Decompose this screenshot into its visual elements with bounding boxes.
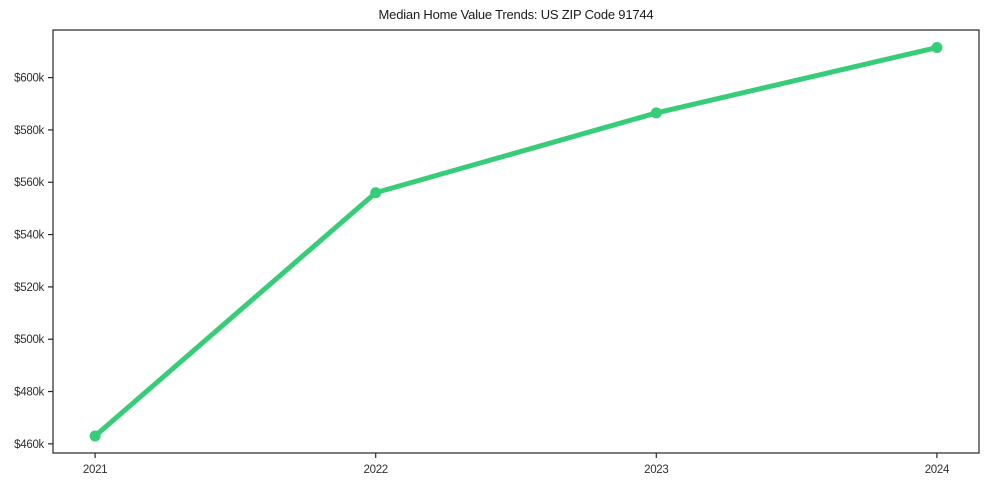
y-axis-tick-label: $520k <box>14 282 44 294</box>
data-point-2023 <box>650 107 662 119</box>
y-axis-tick-label: $500k <box>14 334 44 346</box>
data-point-2024 <box>931 42 943 54</box>
y-axis-tick-label: $580k <box>14 125 44 137</box>
trend-line <box>92 45 940 439</box>
x-axis-tick-label: 2021 <box>83 464 107 476</box>
data-point-2021 <box>89 430 101 442</box>
x-axis-tick-label: 2022 <box>364 464 388 476</box>
y-axis-tick-label: $560k <box>14 177 44 189</box>
y-axis-tick-label: $460k <box>14 439 44 451</box>
y-axis-tick-label: $540k <box>14 230 44 242</box>
y-axis-tick-label: $480k <box>14 387 44 399</box>
plot-frame <box>52 29 980 454</box>
data-point-2022 <box>370 187 382 199</box>
x-axis-tick-label: 2023 <box>644 464 668 476</box>
chart-title: Median Home Value Trends: US ZIP Code 91… <box>378 7 654 22</box>
y-axis-tick-label: $600k <box>14 73 44 85</box>
x-axis-tick-label: 2024 <box>925 464 950 476</box>
